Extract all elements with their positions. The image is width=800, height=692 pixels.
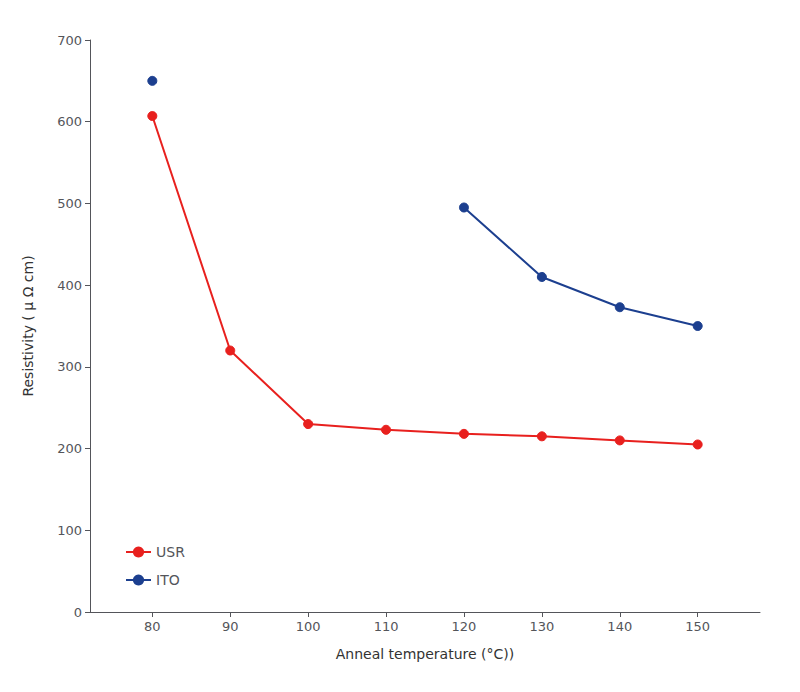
svg-text:150: 150: [685, 619, 710, 634]
svg-text:120: 120: [452, 619, 477, 634]
svg-text:600: 600: [57, 114, 82, 129]
svg-text:90: 90: [222, 619, 239, 634]
svg-text:700: 700: [57, 33, 82, 48]
svg-text:USR: USR: [156, 544, 185, 560]
svg-text:200: 200: [57, 441, 82, 456]
svg-text:100: 100: [296, 619, 321, 634]
svg-text:300: 300: [57, 359, 82, 374]
svg-text:ITO: ITO: [156, 572, 180, 588]
svg-text:130: 130: [529, 619, 554, 634]
svg-text:140: 140: [607, 619, 632, 634]
svg-text:110: 110: [374, 619, 399, 634]
svg-text:500: 500: [57, 196, 82, 211]
svg-text:Anneal temperature (°C)): Anneal temperature (°C)): [336, 646, 514, 662]
svg-text:Resistivity ( μ Ω cm): Resistivity ( μ Ω cm): [20, 255, 36, 396]
svg-text:400: 400: [57, 278, 82, 293]
svg-text:100: 100: [57, 523, 82, 538]
svg-text:0: 0: [74, 605, 82, 620]
svg-text:80: 80: [144, 619, 161, 634]
